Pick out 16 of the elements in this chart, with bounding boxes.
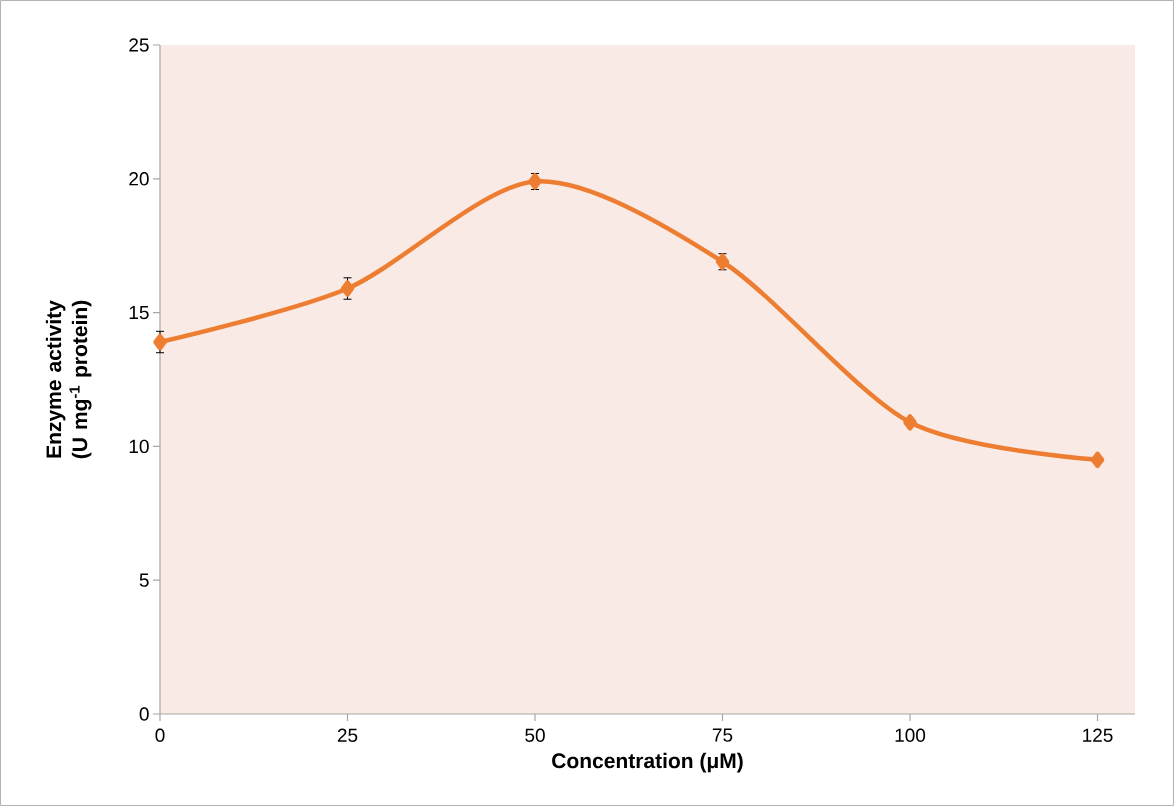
x-tick-label: 25 (337, 728, 358, 742)
point (1090, 451, 1105, 469)
x-tick-label: 125 (1083, 728, 1113, 742)
y-tick-label: 25 (129, 38, 149, 52)
y-tick-label: 5 (139, 573, 149, 587)
x-tick-label: 75 (712, 728, 733, 742)
y-tick-label: 10 (129, 439, 149, 454)
x-tick-label: 0 (155, 728, 165, 742)
x-axis-title: Concentration (μM) (552, 752, 743, 773)
y-tick-label: 15 (129, 305, 149, 320)
x-tick-label: 50 (525, 728, 545, 742)
x-tick-label: 100 (895, 728, 926, 742)
y-tick-label: 20 (129, 172, 149, 186)
y-tick-label: 0 (139, 707, 149, 721)
point (903, 414, 917, 431)
point (153, 333, 167, 351)
